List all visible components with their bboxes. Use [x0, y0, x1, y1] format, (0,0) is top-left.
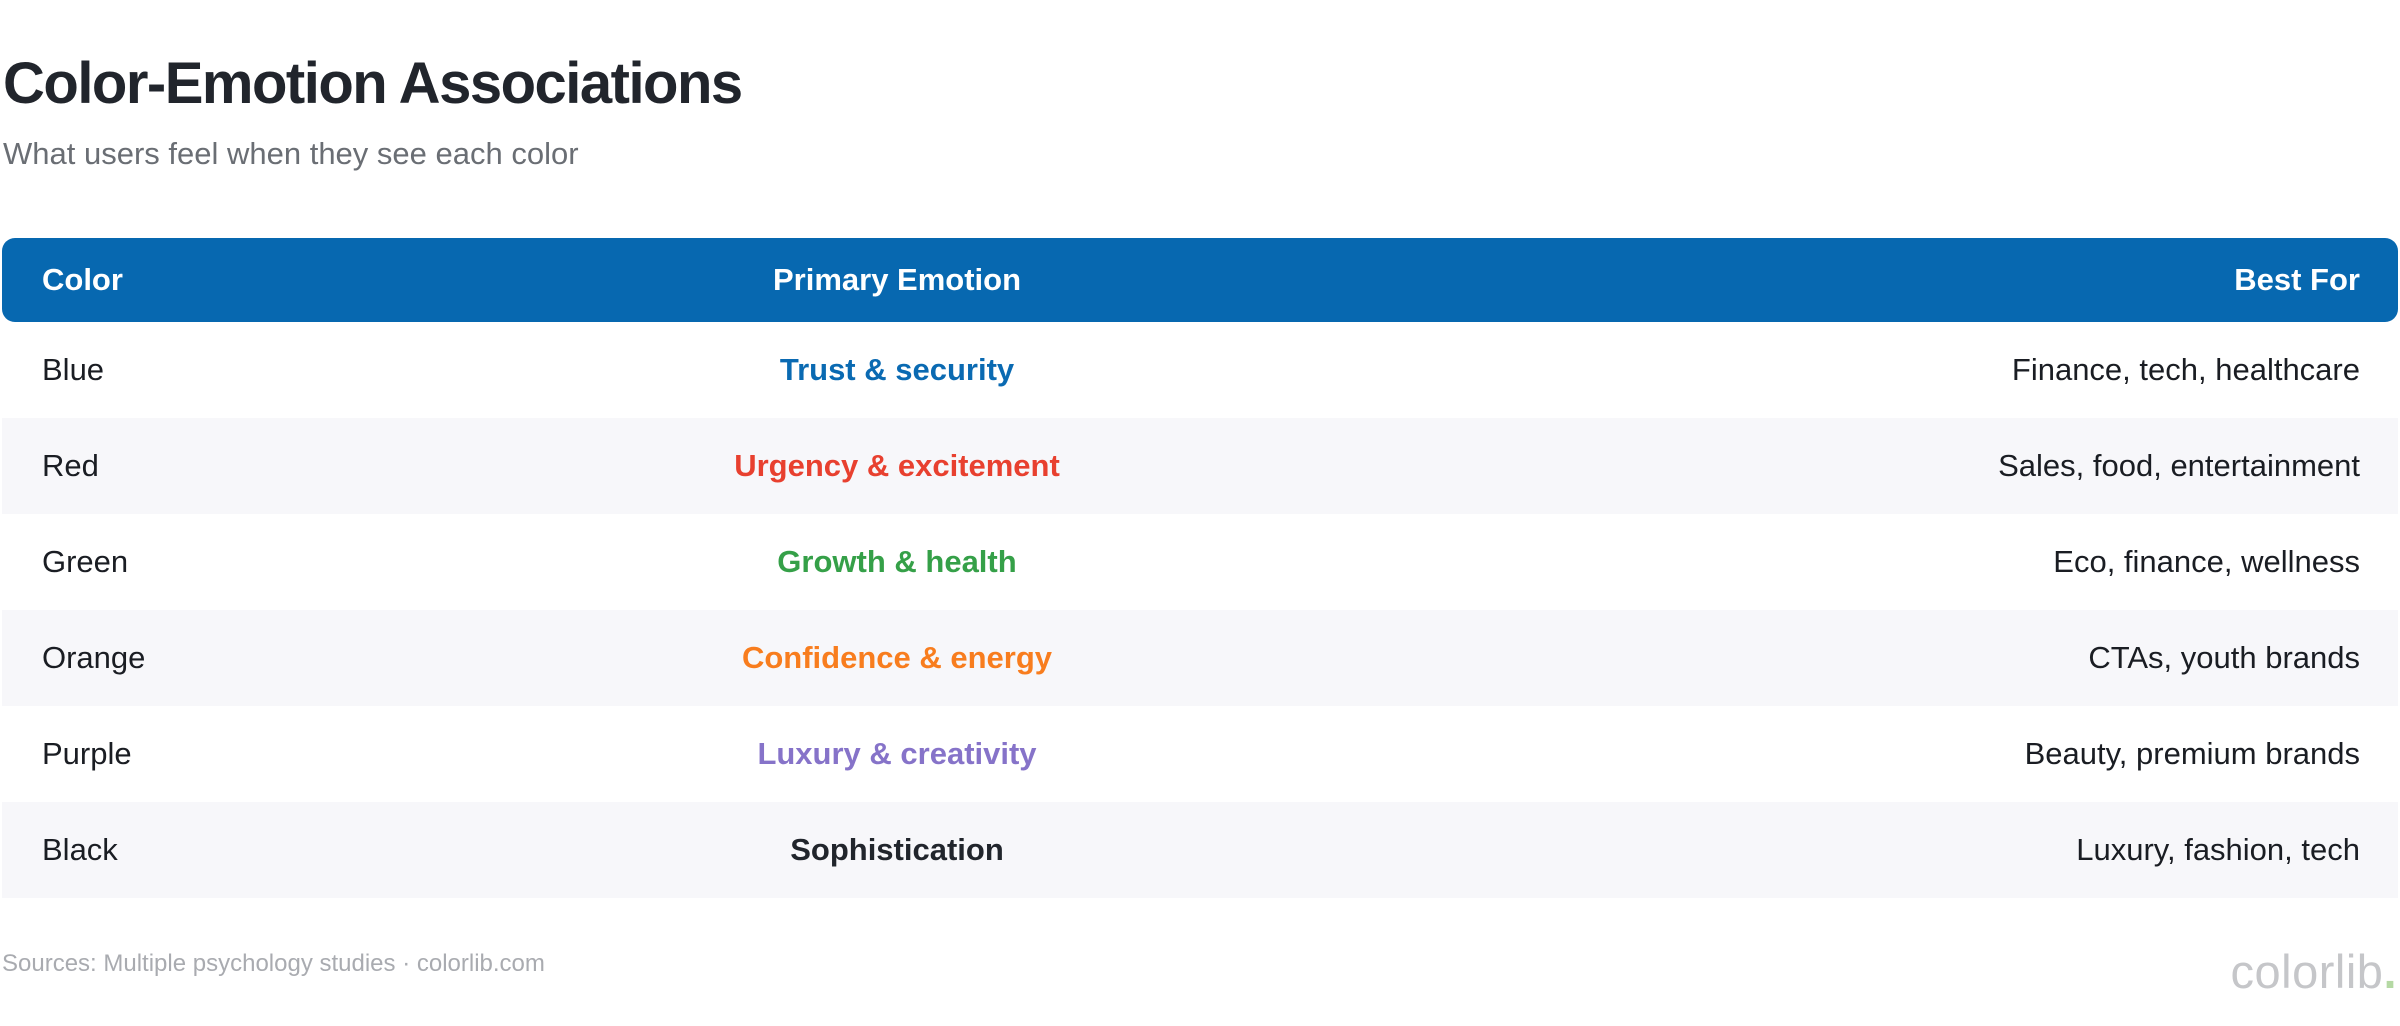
emotion-cell: Urgency & excitement — [734, 448, 1060, 483]
page-subtitle: What users feel when they see each color — [3, 136, 579, 171]
column-header-color: Color — [42, 262, 123, 297]
column-header-primary-emotion: Primary Emotion — [772, 262, 1022, 297]
table-row: Red Urgency & excitement Sales, food, en… — [2, 418, 2398, 514]
table-row: Orange Confidence & energy CTAs, youth b… — [2, 610, 2398, 706]
color-name-cell: Orange — [42, 640, 146, 675]
colorlib-watermark-dot: . — [2383, 945, 2397, 998]
color-name-cell: Purple — [42, 736, 132, 771]
best-for-cell: CTAs, youth brands — [2088, 640, 2360, 675]
colorlib-watermark: colorlib. — [2231, 944, 2397, 999]
table-header-row: Color Primary Emotion Best For — [2, 238, 2398, 322]
best-for-cell: Luxury, fashion, tech — [2076, 832, 2360, 867]
table-row: Purple Luxury & creativity Beauty, premi… — [2, 706, 2398, 802]
table-body: Blue Trust & security Finance, tech, hea… — [2, 322, 2398, 898]
emotion-cell: Growth & health — [777, 544, 1017, 579]
best-for-cell: Finance, tech, healthcare — [2011, 352, 2360, 387]
table-row: Blue Trust & security Finance, tech, hea… — [2, 322, 2398, 418]
color-emotion-table: Color Primary Emotion Best For Blue Trus… — [2, 238, 2398, 898]
colorlib-watermark-text: colorlib — [2230, 945, 2384, 998]
best-for-cell: Beauty, premium brands — [2024, 736, 2360, 771]
page-title: Color-Emotion Associations — [3, 51, 743, 116]
source-note: Sources: Multiple psychology studies · c… — [2, 950, 545, 977]
color-name-cell: Green — [42, 544, 129, 579]
table-row: Black Sophistication Luxury, fashion, te… — [2, 802, 2398, 898]
column-header-best-for: Best For — [2234, 262, 2360, 297]
color-name-cell: Red — [42, 448, 99, 483]
emotion-cell: Confidence & energy — [741, 640, 1053, 675]
emotion-cell: Sophistication — [790, 832, 1004, 867]
emotion-cell: Trust & security — [779, 352, 1015, 387]
best-for-cell: Eco, finance, wellness — [2053, 544, 2360, 579]
color-name-cell: Blue — [42, 352, 105, 387]
emotion-cell: Luxury & creativity — [757, 736, 1037, 771]
best-for-cell: Sales, food, entertainment — [1998, 448, 2360, 483]
color-name-cell: Black — [42, 832, 118, 867]
table-row: Green Growth & health Eco, finance, well… — [2, 514, 2398, 610]
